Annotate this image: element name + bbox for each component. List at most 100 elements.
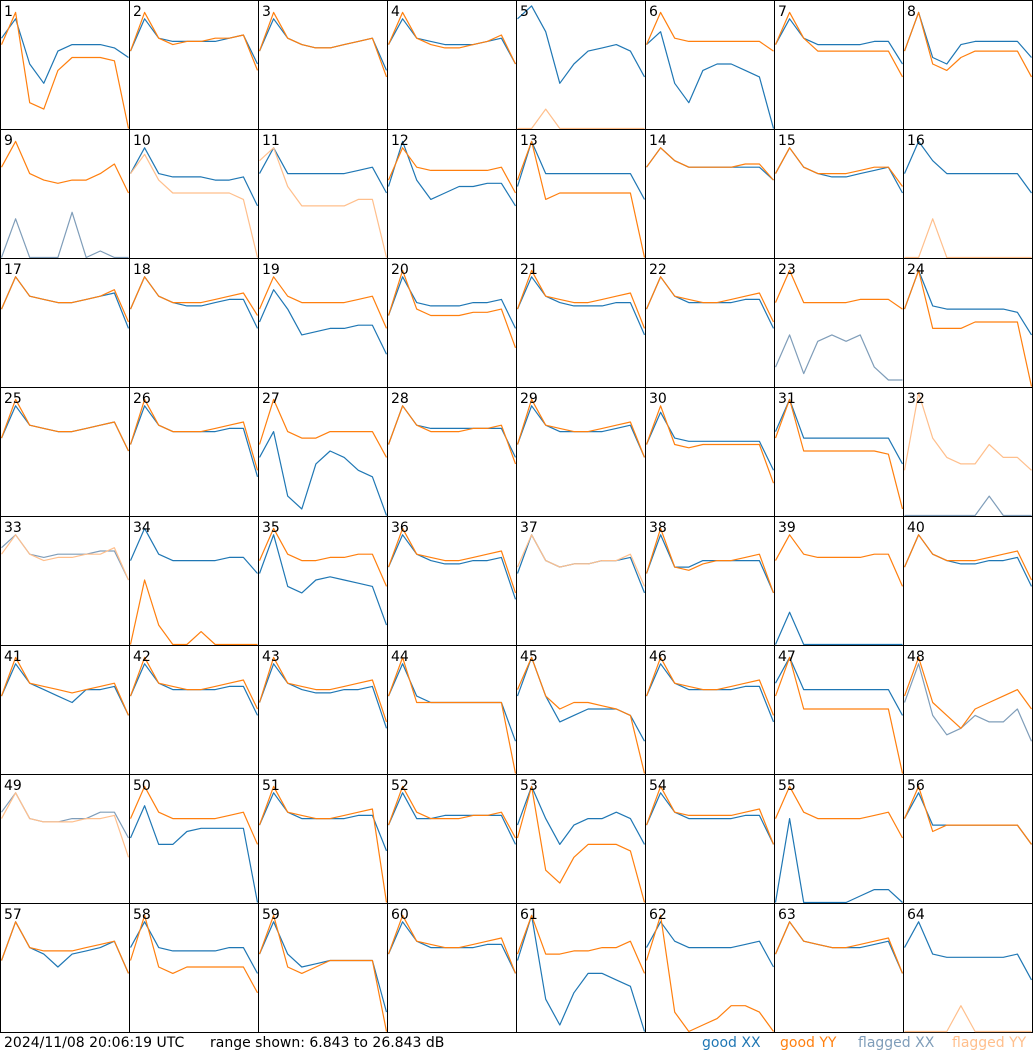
panel-label: 45	[520, 649, 538, 665]
spectrum-line	[646, 147, 774, 181]
panel-frame	[645, 645, 775, 775]
spectrum-line	[258, 663, 388, 729]
spectrum-line	[387, 785, 517, 839]
spectrum-line	[0, 276, 130, 323]
panel-frame	[387, 903, 517, 1033]
panel-frame	[258, 258, 388, 388]
spectrum-line	[646, 31, 775, 129]
panel-label: 27	[262, 391, 280, 407]
panel-frame	[387, 129, 517, 259]
panel-frame	[129, 774, 259, 904]
spectrum-line	[129, 11, 259, 71]
panel-frame	[0, 903, 130, 1033]
spectrum-line	[0, 656, 130, 716]
panel-label: 20	[391, 262, 409, 278]
panel-label: 61	[520, 907, 538, 923]
panel-label: 52	[391, 778, 409, 794]
spectrum-line	[387, 140, 517, 207]
spectrum-line	[387, 405, 517, 465]
spectrum-line	[903, 11, 1033, 78]
panel-frame	[516, 129, 646, 259]
panel-frame	[0, 774, 130, 904]
spectrum-line	[1, 534, 130, 581]
panel-label: 49	[4, 778, 22, 794]
panel-frame	[645, 387, 775, 517]
panel-label: 48	[907, 649, 925, 665]
spectrum-line	[774, 817, 903, 904]
spectrum-line	[774, 334, 903, 381]
spectrum-line	[516, 140, 646, 200]
panel-label: 34	[133, 520, 151, 536]
spectrum-line	[516, 656, 646, 774]
panel-frame	[129, 129, 259, 259]
spectrum-line	[903, 663, 1033, 742]
spectrum-line	[0, 211, 129, 259]
spectrum-line	[516, 140, 646, 258]
panel-label: 42	[133, 649, 151, 665]
panel-label: 9	[4, 133, 13, 149]
panel-label: 16	[907, 133, 925, 149]
panel-frame	[774, 0, 904, 130]
panel-frame	[387, 0, 517, 130]
spectrum-line	[129, 805, 259, 903]
panel-label: 30	[649, 391, 667, 407]
spectrum-line	[259, 147, 388, 258]
spectrum-line	[903, 11, 1032, 65]
spectrum-line	[774, 611, 903, 646]
panel-frame	[387, 258, 517, 388]
spectrum-line	[387, 147, 517, 194]
panel-label: 19	[262, 262, 280, 278]
spectrum-line	[130, 153, 259, 258]
spectrum-line	[258, 785, 388, 903]
legend-label: good YY	[780, 1035, 837, 1051]
panel-frame	[258, 645, 388, 775]
spectrum-line	[387, 914, 517, 974]
panel-frame	[903, 387, 1033, 517]
panel-label: 8	[907, 4, 916, 20]
spectrum-line	[645, 276, 775, 323]
spectrum-line	[774, 785, 904, 839]
spectrum-line	[774, 147, 903, 187]
panel-label: 26	[133, 391, 151, 407]
spectrum-line	[129, 785, 259, 845]
panel-label: 28	[391, 391, 409, 407]
panel-frame	[516, 387, 646, 517]
spectrum-line	[387, 792, 517, 845]
spectrum-line	[516, 534, 646, 587]
spectrum-line	[387, 18, 517, 65]
spectrum-line	[774, 534, 904, 587]
panel-label: 24	[907, 262, 925, 278]
panel-label: 3	[262, 4, 271, 20]
spectrum-line	[517, 5, 646, 84]
panel-label: 63	[778, 907, 796, 923]
panel-frame	[387, 645, 517, 775]
spectrum-line	[645, 656, 775, 716]
panel-frame	[129, 258, 259, 388]
spectrum-line	[258, 289, 388, 355]
panel-frame	[645, 903, 775, 1033]
spectrum-line	[774, 921, 904, 974]
panel-frame	[516, 0, 646, 130]
panel-label: 18	[133, 262, 151, 278]
panel-label: 17	[4, 262, 22, 278]
panel-frame	[258, 903, 388, 1033]
spectrum-line	[645, 914, 774, 1033]
panel-label: 7	[778, 4, 787, 20]
spectrum-line	[0, 140, 130, 194]
spectrum-line	[645, 527, 775, 594]
panel-frame	[903, 516, 1033, 646]
panel-label: 51	[262, 778, 280, 794]
panel-label: 56	[907, 778, 925, 794]
panel-label: 60	[391, 907, 409, 923]
panel-label: 25	[4, 391, 22, 407]
panel-frame	[258, 387, 388, 517]
panel-frame	[645, 0, 775, 130]
spectrum-line	[904, 218, 1032, 259]
panel-label: 59	[262, 907, 280, 923]
spectrum-line	[129, 656, 259, 710]
panel-frame	[129, 0, 259, 130]
panel-frame	[645, 129, 775, 259]
panel-label: 36	[391, 520, 409, 536]
panel-frame	[516, 645, 646, 775]
